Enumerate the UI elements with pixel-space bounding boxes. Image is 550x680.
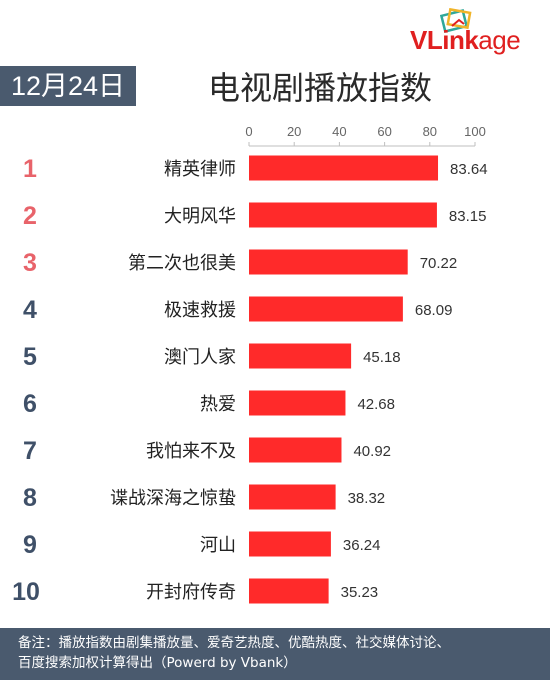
category-label: 极速救援	[164, 300, 236, 321]
value-label: 42.68	[357, 396, 395, 413]
footer-line-1: 备注：播放指数由剧集播放量、爱奇艺热度、优酷热度、社交媒体讨论、	[18, 635, 450, 651]
x-tick-label: 80	[423, 124, 437, 139]
rank-label: 6	[23, 390, 37, 418]
value-label: 68.09	[415, 302, 453, 319]
bar	[249, 437, 342, 463]
category-label: 大明风华	[164, 206, 236, 227]
footer-line-2: 百度搜索加权计算得出（Powerd by Vbank）	[18, 655, 297, 671]
rank-label: 8	[23, 484, 37, 512]
rank-label: 7	[23, 437, 37, 465]
value-label: 35.23	[341, 584, 379, 601]
category-label: 我怕来不及	[146, 441, 236, 462]
date-badge: 12月24日	[0, 66, 136, 106]
category-label: 热爱	[200, 394, 236, 415]
bar	[249, 343, 352, 369]
bar	[249, 531, 331, 557]
bar	[249, 390, 346, 416]
x-tick-label: 0	[245, 124, 252, 139]
category-label: 开封府传奇	[146, 582, 236, 603]
value-label: 83.64	[450, 161, 488, 178]
bar	[249, 202, 437, 228]
bar	[249, 155, 439, 181]
x-tick-label: 40	[332, 124, 346, 139]
x-tick-label: 100	[464, 124, 486, 139]
x-tick-label: 60	[377, 124, 391, 139]
category-label: 精英律师	[164, 159, 236, 180]
logo-text-sub: age	[478, 25, 521, 55]
value-label: 83.15	[449, 208, 487, 225]
value-label: 38.32	[348, 490, 386, 507]
rank-label: 1	[23, 155, 37, 183]
category-label: 澳门人家	[164, 347, 236, 368]
logo-text: VLinkage	[410, 25, 521, 56]
bar	[249, 296, 403, 322]
x-tick-label: 20	[287, 124, 301, 139]
rank-label: 9	[23, 531, 37, 559]
value-label: 70.22	[420, 255, 458, 272]
rank-label: 10	[12, 578, 40, 606]
rank-label: 3	[23, 249, 37, 277]
bar	[249, 578, 329, 604]
logo-text-main: VLink	[410, 25, 479, 55]
value-label: 36.24	[343, 537, 381, 554]
rank-label: 5	[23, 343, 37, 371]
logo-mark-icon	[440, 8, 472, 33]
value-label: 45.18	[363, 349, 401, 366]
bar	[249, 249, 408, 275]
bar-chart: 0 20 40 60 80 100 1 精英律师 83.64 2 大明风华 83.15 3 第二次也很美 7…	[12, 124, 488, 606]
footer-note: 备注：播放指数由剧集播放量、爱奇艺热度、优酷热度、社交媒体讨论、 百度搜索加权计…	[0, 628, 550, 680]
value-label: 40.92	[353, 443, 391, 460]
vlinkage-logo: VLinkage	[410, 8, 536, 58]
rank-label: 4	[23, 296, 37, 324]
category-label: 第二次也很美	[128, 253, 236, 274]
rank-label: 2	[23, 202, 37, 230]
category-label: 谍战深海之惊蛰	[110, 488, 236, 509]
page-title: 电视剧播放指数	[207, 69, 432, 107]
category-label: 河山	[200, 535, 236, 556]
bar	[249, 484, 336, 510]
